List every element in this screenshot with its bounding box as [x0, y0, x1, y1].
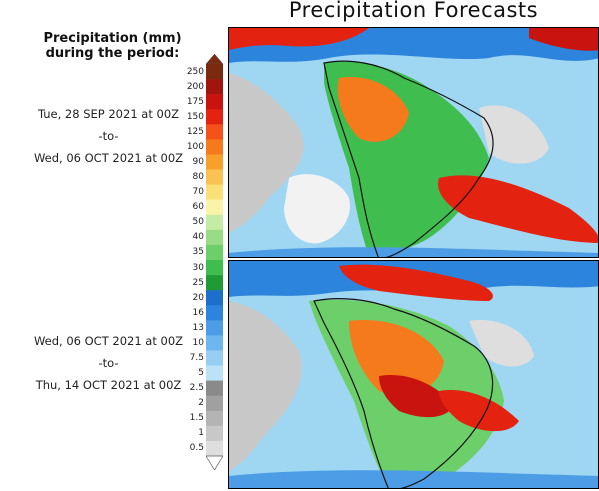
frontal-rain-band-1	[438, 175, 598, 243]
colorbar-segment	[206, 365, 223, 381]
forecast-map-week-2	[228, 260, 599, 489]
page-title: Precipitation Forecasts	[288, 0, 539, 22]
colorbar-tick-label: 35	[192, 247, 204, 258]
south-america-coastline-1	[323, 60, 494, 257]
heavy-rain-north-1	[229, 28, 369, 50]
southeast-rain-band-2	[439, 390, 519, 432]
colorbar-segment	[206, 229, 223, 246]
colorbar-segment	[206, 275, 223, 291]
colorbar-tick-label: 13	[192, 322, 204, 333]
colorbar-segment	[206, 320, 223, 336]
dry-region-pacific-1	[229, 73, 304, 233]
colorbar-max-arrow	[206, 54, 223, 65]
colorbar-segment	[206, 169, 223, 185]
colorbar-segment	[206, 124, 223, 140]
colorbar-tick-label: 90	[192, 157, 204, 167]
colorbar-segment	[206, 350, 223, 366]
forecast-map-week-1	[228, 27, 599, 258]
colorbar-tick-label: 125	[186, 126, 204, 137]
legend-title-line1: Precipitation (mm)	[43, 31, 182, 46]
heavy-rain-northeast-1	[529, 28, 598, 51]
colorbar-segment	[206, 184, 223, 200]
colorbar-tick-label: 200	[186, 81, 204, 92]
southern-rain-band-1	[229, 247, 598, 257]
period-2-separator: -to-	[98, 356, 119, 370]
colorbar-segment	[206, 305, 223, 321]
period-1-start: Tue, 28 SEP 2021 at 00Z	[37, 107, 180, 121]
colorbar-tick-label: 50	[192, 217, 204, 228]
colorbar-tick-label: 40	[192, 232, 204, 243]
amazon-heavy-rain-2	[349, 320, 444, 395]
period-1-end: Wed, 06 OCT 2021 at 00Z	[33, 151, 184, 165]
colorbar-tick-label: 175	[186, 96, 204, 107]
dry-northeast-brazil-1	[479, 105, 549, 164]
colorbar-segment	[206, 425, 223, 442]
colorbar-segment	[206, 214, 223, 231]
colorbar-segment	[206, 410, 223, 427]
colorbar-tick-label: 16	[192, 307, 204, 318]
colorbar-segment	[206, 154, 223, 170]
period-2-end: Thu, 14 OCT 2021 at 00Z	[35, 378, 182, 392]
colorbar-segment	[206, 290, 223, 306]
colorbar-segment	[206, 395, 223, 412]
colorbar-tick-label: 150	[186, 111, 204, 122]
period-1-separator: -to-	[98, 129, 119, 143]
colorbar-tick-label: 250	[186, 66, 204, 77]
south-america-coastline-2	[313, 298, 494, 488]
colorbar-segment	[206, 109, 223, 125]
colorbar-segment	[206, 199, 223, 216]
colorbar-segment	[206, 260, 223, 276]
period-1-label: Tue, 28 SEP 2021 at 00Z -to- Wed, 06 OCT…	[26, 103, 191, 169]
colorbar-tick-label: 30	[192, 262, 204, 273]
colorbar-tick-label: 100	[186, 141, 204, 152]
heavy-rain-north-2	[339, 264, 493, 301]
legend-title: Precipitation (mm) during the period:	[30, 31, 195, 61]
colorbar-segment	[206, 440, 223, 457]
dry-northeast-brazil-2	[469, 320, 534, 367]
colorbar-tick-label: 2.5	[189, 383, 204, 394]
colorbar-tick-label: 70	[192, 187, 204, 198]
legend-title-line2: during the period:	[45, 46, 180, 61]
colorbar-tick-label: 7.5	[189, 353, 204, 363]
colorbar-segment	[206, 64, 223, 80]
colorbar-segment	[206, 335, 223, 351]
colorbar-segment	[206, 139, 223, 155]
amazon-heavy-rain-1	[337, 77, 409, 142]
colorbar-tick-label: 20	[192, 292, 204, 303]
colorbar-tick-label: 10	[192, 337, 204, 348]
colorbar-segment	[206, 79, 223, 95]
colorbar-segment	[206, 380, 223, 396]
colorbar-tick-label: 1	[198, 428, 204, 439]
dry-high-pressure-1	[284, 174, 350, 244]
colorbar-segment	[206, 244, 223, 261]
colorbar-tick-label: 1.5	[189, 413, 204, 424]
southern-rain-band-2	[229, 470, 598, 488]
colorbar-min-arrow	[206, 455, 223, 470]
period-2-label: Wed, 06 OCT 2021 at 00Z -to- Thu, 14 OCT…	[26, 330, 191, 396]
colorbar-tick-label: 2	[198, 398, 204, 409]
period-2-start: Wed, 06 OCT 2021 at 00Z	[33, 334, 184, 348]
colorbar-tick-label: 5	[198, 368, 204, 379]
central-brazil-heavy-rain-2	[379, 375, 454, 418]
colorbar-tick-label: 0.5	[189, 443, 204, 454]
colorbar-tick-label: 25	[192, 277, 204, 288]
precipitation-colorbar	[206, 54, 223, 470]
colorbar-tick-label: 80	[192, 172, 204, 183]
colorbar-tick-label: 60	[192, 202, 204, 213]
dry-region-pacific-2	[229, 301, 302, 471]
colorbar-segment	[206, 94, 223, 110]
